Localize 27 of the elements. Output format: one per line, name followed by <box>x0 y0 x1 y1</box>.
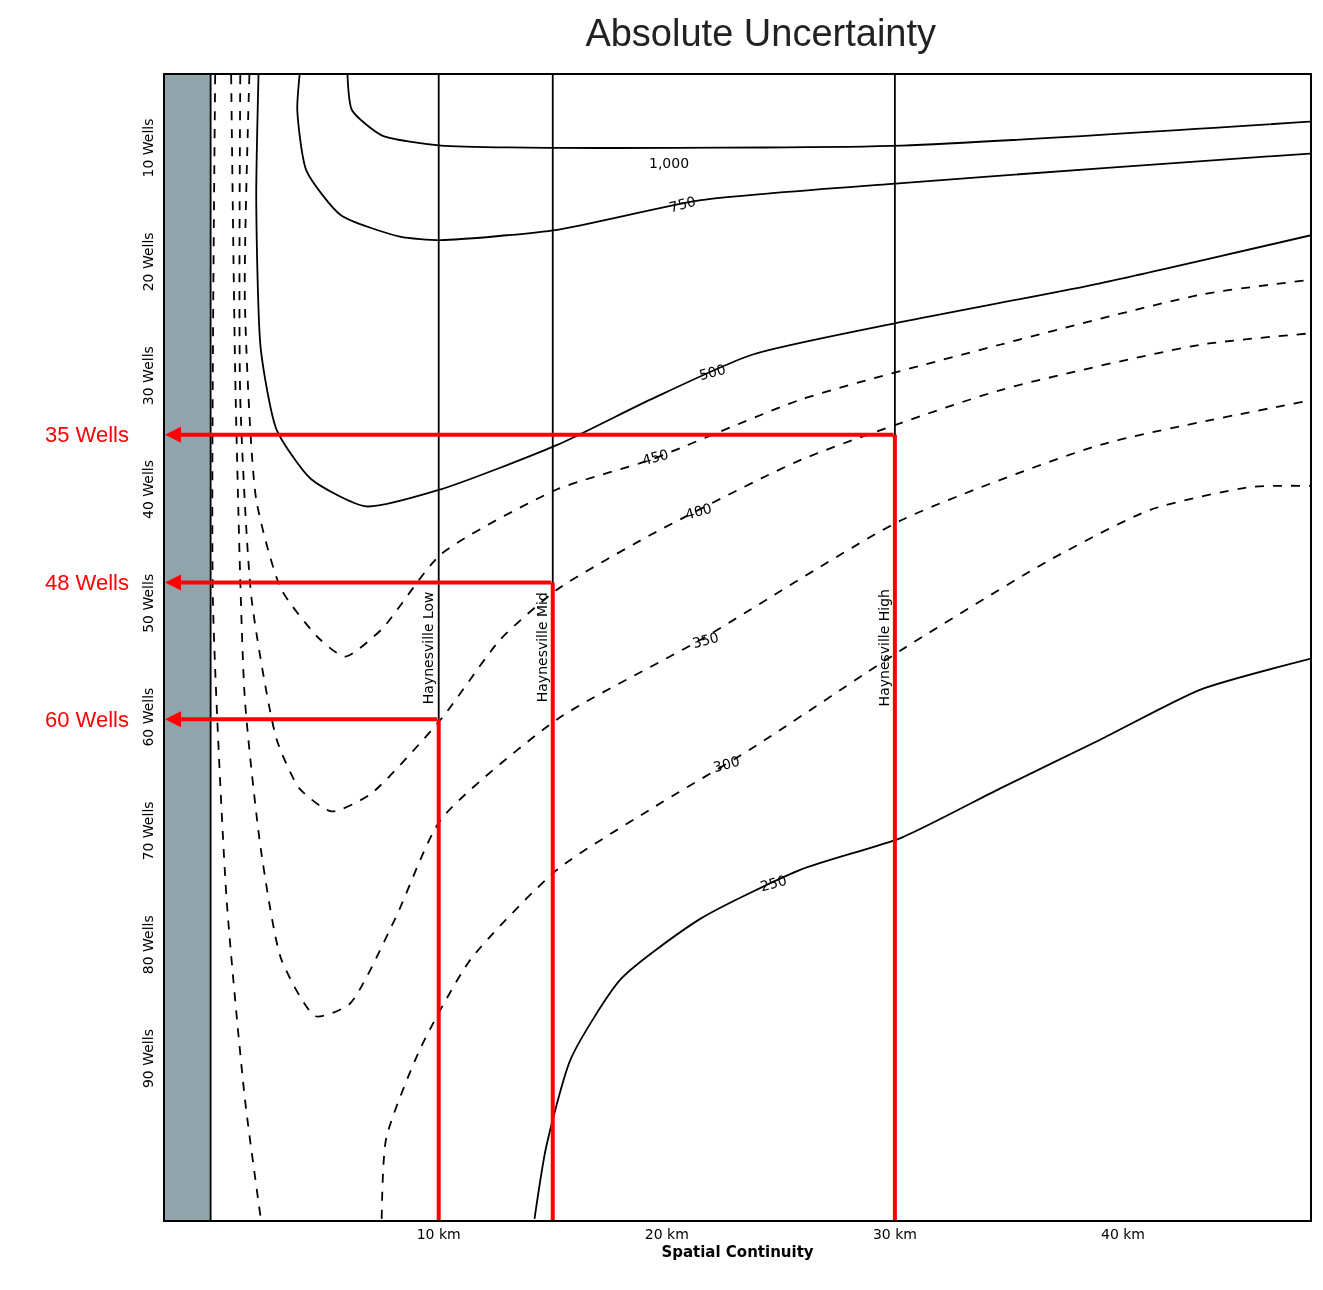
y-tick-label: 60 Wells <box>140 687 157 747</box>
y-tick-label: 80 Wells <box>140 915 157 975</box>
ref-line-label: Haynesville Low <box>420 591 437 705</box>
y-tick-label: 20 Wells <box>140 232 157 292</box>
x-axis-title: Spatial Continuity <box>661 1243 814 1262</box>
x-tick-label: 30 km <box>872 1225 917 1242</box>
annotation: 300 <box>711 752 742 776</box>
ref-line-label: Haynesville High <box>876 589 893 707</box>
y-tick-label: 50 Wells <box>140 573 157 633</box>
x-tick-label: 40 km <box>1100 1225 1145 1242</box>
y-tick-label: 90 Wells <box>140 1029 157 1089</box>
annotation: 48 Wells <box>45 570 129 595</box>
annotation: 450 <box>640 445 671 469</box>
annotation: 400 <box>683 499 714 523</box>
x-tick-label: 20 km <box>644 1225 689 1242</box>
y-tick-label: 70 Wells <box>140 801 157 861</box>
annotation: 35 Wells <box>45 422 129 447</box>
annotation: 500 <box>697 360 728 384</box>
annotation: 60 Wells <box>45 707 129 732</box>
chart-title: Absolute Uncertainty <box>585 11 937 54</box>
y-tick-label: 10 Wells <box>140 118 157 178</box>
ref-line-label: Haynesville Mid <box>534 592 551 703</box>
x-tick-label: 10 km <box>416 1225 461 1242</box>
annotation: 1,000 <box>649 155 690 171</box>
y-tick-label: 40 Wells <box>140 459 157 519</box>
y-tick-label: 30 Wells <box>140 346 157 406</box>
annotation: 350 <box>690 628 721 652</box>
